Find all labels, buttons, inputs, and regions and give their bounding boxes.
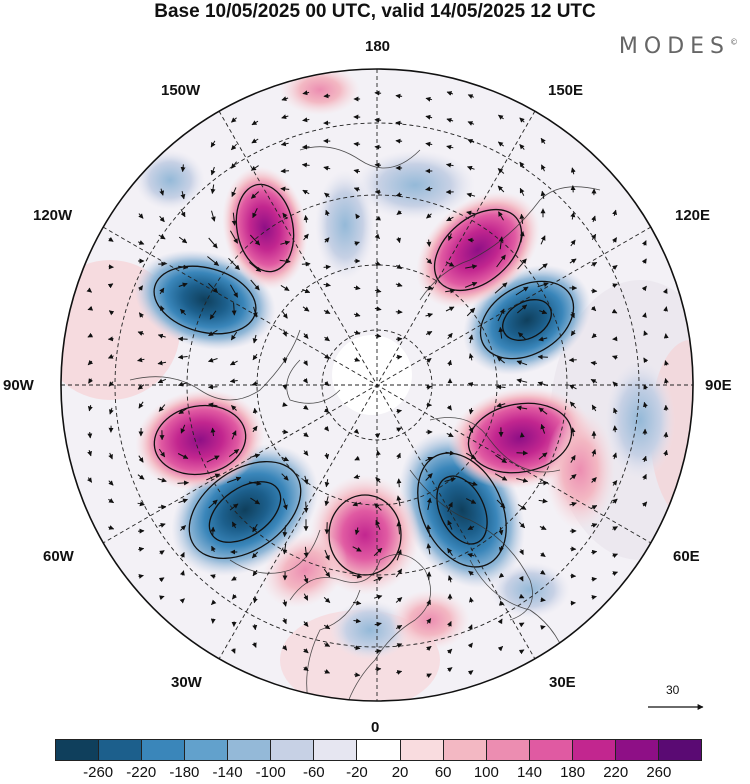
wind-vector [285,357,286,363]
wind-vector [375,165,381,166]
colorbar-swatch [56,740,99,760]
colorbar-tick-label: 60 [435,764,452,781]
wind-vector [538,357,548,358]
colorbar-tick-label: 140 [517,764,542,781]
colorbar-swatch [487,740,530,760]
lon-label-120e: 120E [675,207,710,224]
wind-vector [281,171,289,172]
colorbar-tick-label: -220 [126,764,156,781]
colorbar-swatch [444,740,487,760]
colorbar-tick-label: -140 [213,764,243,781]
lon-label-150w: 150W [161,82,200,99]
colorbar-tick-label: 220 [603,764,628,781]
wind-vector [427,405,432,406]
polar-map [0,0,750,735]
colorbar-tick-label: 180 [560,764,585,781]
lon-label-90w: 90W [3,377,34,394]
wind-vector [501,601,502,605]
colorbar-swatch [185,740,228,760]
colorbar-tick-label: 100 [474,764,499,781]
colorbar-swatch [314,740,357,760]
wind-vector [375,147,381,148]
lon-label-60w: 60W [43,548,74,565]
colorbar-swatch [99,740,142,760]
lon-label-150e: 150E [548,82,583,99]
lon-label-180: 180 [365,38,390,55]
colorbar-swatch [530,740,573,760]
colorbar-swatch [142,740,185,760]
wind-vector [213,619,214,624]
colorbar-swatch [573,740,616,760]
colorbar-ticks: -260 -220 -180 -140 -100 -60 -20 20 60 100 140 180 2… [0,764,750,784]
wind-vector [666,334,667,339]
wind-vector [615,426,616,432]
lon-label-120w: 120W [33,207,72,224]
lon-label-0: 0 [371,719,379,736]
wind-vector [375,120,381,121]
lon-label-30w: 30W [171,674,202,691]
wind-vector [90,432,91,438]
colorbar-swatch [228,740,271,760]
wind-vector [108,339,113,340]
wind-vector [354,144,360,145]
wind-vector [302,264,310,265]
wind-vector [209,387,218,388]
lon-label-60e: 60E [673,548,700,565]
wind-vector [396,339,402,340]
colorbar-swatch [401,740,444,760]
lon-label-30e: 30E [549,674,576,691]
colorbar-tick-label: -180 [169,764,199,781]
colorbar-swatch [616,740,659,760]
colorbar-tick-label: 260 [646,764,671,781]
colorbar-swatch [271,740,314,760]
wind-scale-label: 30 [666,683,679,697]
colorbar-tick-label: 20 [392,764,409,781]
colorbar-swatch [659,740,701,760]
colorbar-tick-label: -20 [346,764,368,781]
colorbar-swatch [357,740,400,760]
wind-vector [354,675,360,676]
colorbar [55,739,702,761]
wind-vector [324,96,330,97]
wind-vector [666,432,667,437]
colorbar-tick-label: -100 [256,764,286,781]
wind-vector [396,141,402,142]
wind-vector [522,433,523,438]
colorbar-tick-label: -260 [83,764,113,781]
wind-vector [306,502,307,513]
lon-label-90e: 90E [705,377,732,394]
wind-vector [178,339,187,340]
wind-vector [399,479,400,487]
wind-vector [282,432,288,433]
colorbar-tick-label: -60 [303,764,325,781]
